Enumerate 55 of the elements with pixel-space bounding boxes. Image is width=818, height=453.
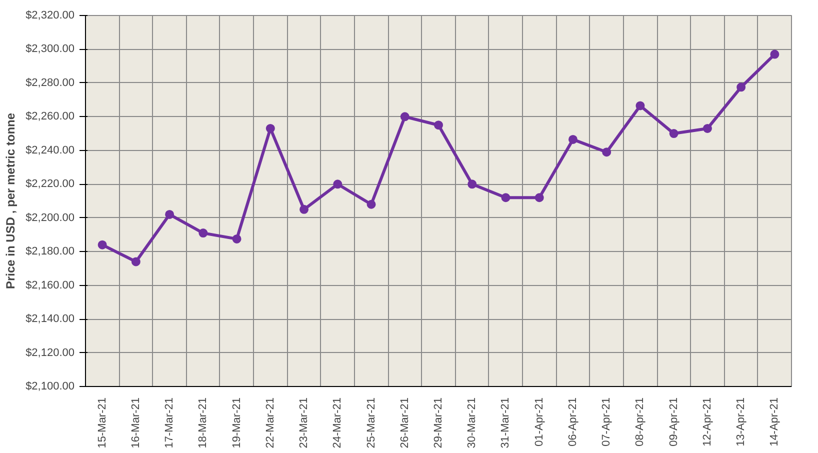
y-tick-label: $2,180.00 [26, 246, 74, 258]
y-tick-label: $2,300.00 [26, 43, 74, 56]
point [501, 193, 510, 202]
y-tick-label: $2,160.00 [26, 279, 74, 292]
y-tick-label: $2,140.00 [26, 313, 74, 326]
x-tick-label: 23-Mar-21 [298, 397, 310, 448]
y-tick-label: $2,320.00 [26, 10, 74, 22]
point [434, 120, 443, 130]
x-tick-label: 30-Mar-21 [466, 397, 478, 448]
point [232, 234, 242, 244]
y-tick-label: $2,240.00 [26, 144, 74, 156]
x-tick-label: 06-Apr-21 [566, 397, 579, 446]
y-tick-label: $2,280.00 [26, 76, 74, 89]
x-tick-label: 12-Apr-21 [701, 397, 714, 446]
y-axis-title: Price in USD , per metric tonne [4, 112, 18, 290]
x-tick-label: 13-Apr-21 [735, 397, 748, 446]
point [636, 101, 645, 110]
point [702, 124, 712, 133]
point [198, 228, 208, 238]
point [300, 204, 309, 214]
y-tick-label: $2,220.00 [26, 178, 74, 190]
x-tick-label: 16-Mar-21 [130, 397, 142, 448]
point [98, 240, 107, 250]
y-tick-label: $2,260.00 [26, 110, 74, 123]
point [400, 112, 410, 122]
y-tick-label: $2,100.00 [26, 380, 74, 392]
point [333, 180, 342, 189]
point [165, 210, 174, 219]
x-tick-label: 19-Mar-21 [230, 397, 243, 448]
x-tick-label: 14-Apr-21 [768, 397, 781, 446]
point [568, 134, 578, 144]
x-tick-label: 17-Mar-21 [164, 397, 176, 448]
point [736, 82, 746, 92]
point [534, 193, 544, 202]
x-tick-label: 29-Mar-21 [432, 397, 444, 448]
point [266, 124, 275, 133]
x-tick-label: 26-Mar-21 [398, 397, 411, 448]
x-tick-label: 22-Mar-21 [264, 397, 276, 448]
y-tick-label: $2,200.00 [26, 212, 74, 224]
point [602, 148, 612, 157]
x-tick-label: 24-Mar-21 [332, 397, 344, 448]
x-tick-label: 25-Mar-21 [365, 397, 378, 448]
x-tick-label: 31-Mar-21 [500, 397, 512, 448]
y-tick-label: $2,120.00 [26, 346, 74, 359]
x-tick-label: 08-Apr-21 [634, 397, 646, 446]
x-tick-label: 09-Apr-21 [668, 397, 680, 446]
x-tick-label: 18-Mar-21 [197, 397, 210, 448]
point [669, 129, 678, 138]
point [770, 50, 780, 59]
point [131, 257, 140, 266]
point [366, 200, 376, 209]
point [468, 180, 477, 189]
x-tick-label: 07-Apr-21 [600, 397, 613, 446]
x-tick-label: 15-Mar-21 [96, 397, 108, 448]
x-tick-label: 01-Apr-21 [533, 397, 546, 446]
